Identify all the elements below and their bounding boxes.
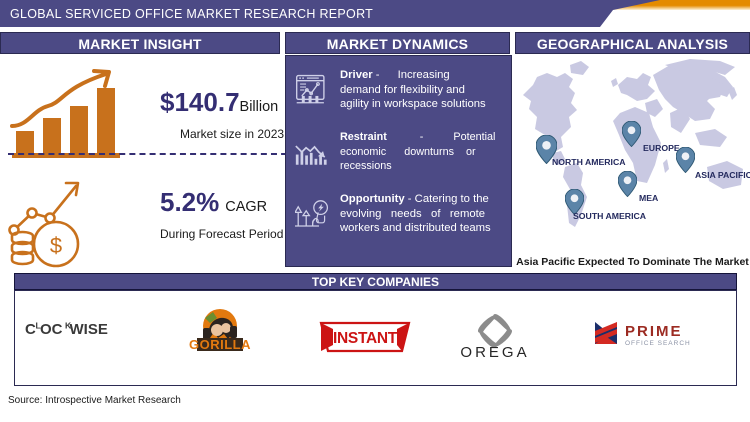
svg-text:C: C: [25, 321, 36, 338]
svg-text:OFFICE SEARCH: OFFICE SEARCH: [625, 340, 691, 347]
svg-text:GORILLA: GORILLA: [189, 337, 251, 352]
svg-text:$: $: [50, 233, 62, 258]
svg-text:INSTANT: INSTANT: [333, 330, 398, 347]
svg-text:OC: OC: [40, 321, 63, 338]
svg-text:OREGA: OREGA: [460, 344, 529, 358]
svg-text:WISE: WISE: [70, 321, 108, 338]
svg-text:PRIME: PRIME: [625, 323, 683, 340]
